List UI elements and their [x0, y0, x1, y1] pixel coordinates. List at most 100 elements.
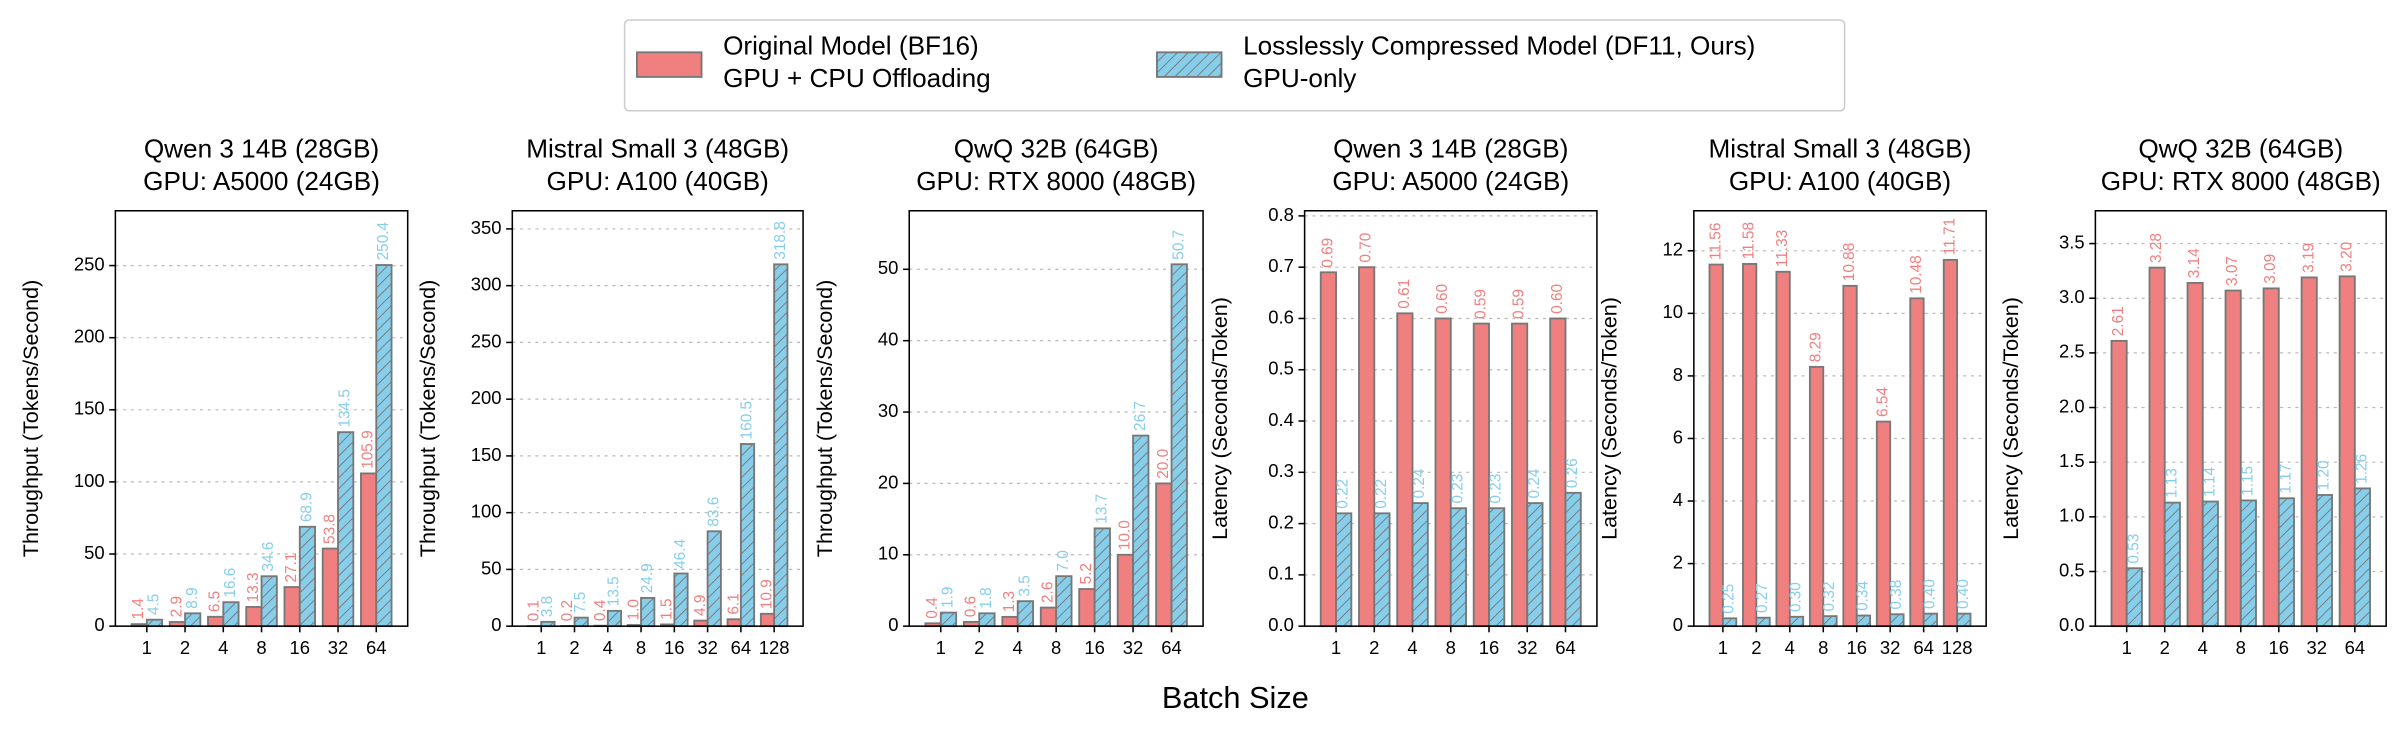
value-label: 0.59	[1472, 289, 1489, 319]
bar-hatch	[1527, 503, 1543, 627]
value-label: 13.7	[1093, 494, 1110, 524]
legend-swatch-hatch	[1156, 52, 1222, 77]
y-tick-label: 10	[1663, 301, 1684, 322]
value-label: 1.0	[625, 599, 642, 620]
x-tick-label: 2	[180, 637, 190, 658]
x-tick-label: 16	[1084, 637, 1105, 658]
y-tick-label: 10	[878, 543, 899, 564]
bar	[1775, 270, 1791, 628]
bar-hatch	[641, 597, 655, 627]
value-label: 2.6	[1040, 582, 1057, 603]
bar-hatch	[574, 617, 588, 627]
value-label: 2.61	[2110, 306, 2127, 336]
y-tick-label: 12	[1663, 239, 1684, 260]
x-tick-label: 32	[2307, 637, 2328, 658]
bar	[693, 619, 709, 628]
bar-hatch	[2164, 502, 2180, 627]
y-tick-label: 0.5	[2059, 559, 2085, 580]
legend-label: Original Model (BF16)	[723, 31, 979, 61]
y-tick-label: 0.7	[1268, 255, 1294, 276]
x-tick-label: 128	[759, 637, 790, 658]
value-label: 11.33	[1774, 230, 1791, 267]
bar-hatch	[223, 602, 239, 627]
bar-hatch	[1017, 601, 1034, 627]
y-tick-label: 100	[74, 470, 105, 491]
value-label: 0.40	[1955, 579, 1972, 609]
bar-hatch	[1489, 508, 1505, 627]
chart-title: Qwen 3 14B (28GB)	[1333, 134, 1568, 164]
y-tick-label: 0.4	[1268, 409, 1294, 430]
bar	[2338, 275, 2356, 628]
axes-frame	[908, 210, 1204, 627]
y-tick-label: 150	[74, 398, 105, 419]
legend-swatch	[636, 51, 703, 78]
x-tick-label: 64	[1161, 637, 1182, 658]
bar-hatch	[2202, 501, 2218, 627]
x-tick-label: 1	[2122, 637, 2132, 658]
value-label: 0.22	[1373, 479, 1390, 509]
value-label: 0.70	[1358, 233, 1375, 263]
bar-hatch	[261, 576, 277, 627]
value-label: 134.5	[337, 389, 354, 427]
bar	[1116, 553, 1134, 628]
bar-hatch	[979, 613, 995, 627]
y-tick-label: 0.8	[1268, 204, 1294, 225]
chart-title: Mistral Small 3 (48GB)	[1709, 134, 1972, 164]
y-axis-label: Latency (Seconds/Token)	[1999, 297, 2023, 540]
y-tick-label: 0.0	[1268, 614, 1294, 635]
bar-hatch	[1336, 513, 1352, 627]
y-axis-label: Throughput (Tokens/Second)	[813, 280, 837, 557]
bar-hatch	[1957, 613, 1971, 627]
bar	[1039, 606, 1058, 628]
bar-hatch	[185, 613, 201, 627]
value-label: 1.3	[1001, 591, 1018, 612]
chart-subtitle: GPU: A100 (40GB)	[1729, 166, 1951, 196]
bar-hatch	[1722, 618, 1737, 627]
y-tick-label: 0.6	[1268, 306, 1294, 327]
legend-label: Losslessly Compressed Model (DF11, Ours)	[1243, 31, 1755, 61]
value-label: 46.4	[672, 539, 689, 569]
y-axis-label: Throughput (Tokens/Second)	[416, 280, 440, 557]
bar-hatch	[2316, 494, 2333, 627]
chart-title: Qwen 3 14B (28GB)	[144, 134, 379, 164]
x-tick-label: 1	[1331, 637, 1341, 658]
x-tick-label: 64	[366, 637, 387, 658]
x-tick-label: 2	[974, 637, 984, 658]
value-label: 0.69	[1319, 238, 1336, 268]
y-axis-label: Throughput (Tokens/Second)	[19, 280, 43, 557]
value-label: 0.30	[1788, 582, 1805, 612]
bar	[245, 606, 263, 628]
bar-hatch	[146, 619, 163, 627]
y-tick-label: 40	[878, 329, 899, 350]
chart-subtitle: GPU: A100 (40GB)	[547, 166, 769, 196]
bar	[283, 586, 301, 628]
chart-subtitle: GPU: RTX 8000 (48GB)	[2101, 166, 2381, 196]
x-axis-label: Batch Size	[1162, 680, 1309, 715]
x-tick-label: 8	[2236, 637, 2246, 658]
bar-hatch	[1094, 528, 1110, 627]
y-tick-label: 2.5	[2059, 341, 2085, 362]
bar	[2224, 289, 2242, 628]
value-label: 3.07	[2224, 256, 2241, 286]
value-label: 0.27	[1754, 583, 1771, 613]
legend-label: GPU + CPU Offloading	[723, 63, 991, 93]
value-label: 160.5	[739, 401, 756, 439]
x-tick-label: 32	[697, 637, 718, 658]
chart-title: QwQ 32B (64GB)	[2138, 134, 2343, 164]
value-label: 0.2	[559, 600, 576, 621]
value-label: 0.22	[1335, 479, 1352, 509]
chart-title: QwQ 32B (64GB)	[954, 134, 1159, 164]
bar-hatch	[1133, 435, 1149, 627]
x-tick-label: 64	[1555, 637, 1576, 658]
x-tick-label: 8	[1051, 637, 1061, 658]
value-label: 0.4	[924, 597, 941, 619]
bar-hatch	[1374, 513, 1390, 627]
value-label: 0.24	[1526, 468, 1543, 498]
x-tick-label: 2	[569, 637, 579, 658]
bar-hatch	[541, 621, 555, 627]
bar	[1909, 297, 1925, 628]
chart-subtitle: GPU: A5000 (24GB)	[143, 166, 380, 196]
value-label: 0.23	[1449, 474, 1466, 504]
bar	[1319, 271, 1337, 628]
